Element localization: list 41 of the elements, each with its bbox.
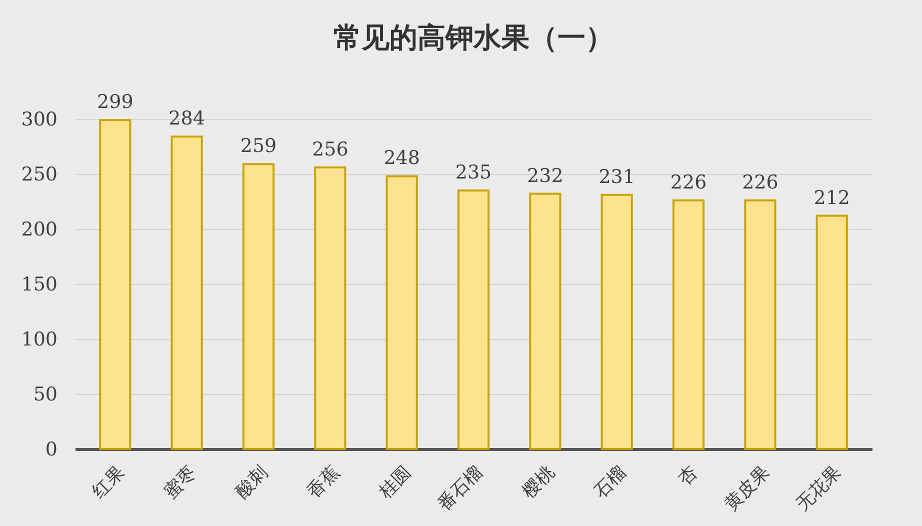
data-label: 212 <box>814 186 850 209</box>
x-tick-label: 无花果 <box>792 462 846 516</box>
bar <box>314 166 346 450</box>
data-label: 232 <box>527 164 564 187</box>
x-tick-label: 酸刺 <box>232 462 272 502</box>
bar <box>600 194 633 450</box>
bar <box>170 136 203 450</box>
x-tick-label: 香蕉 <box>303 462 344 502</box>
bar <box>744 199 776 450</box>
x-tick-label: 红果 <box>88 462 129 502</box>
x-tick-label: 黄皮果 <box>720 462 774 516</box>
y-tick-label: 50 <box>33 384 58 406</box>
y-tick-label: 0 <box>45 438 58 460</box>
bar <box>386 175 418 450</box>
data-label: 235 <box>455 162 492 184</box>
data-label: 226 <box>670 171 707 194</box>
x-tick-label: 蜜枣 <box>160 462 200 502</box>
x-tick-label: 石榴 <box>590 462 630 502</box>
y-tick-label: 150 <box>21 274 58 296</box>
y-tick-label: 100 <box>21 328 58 350</box>
data-label: 299 <box>97 91 134 114</box>
y-tick-label: 200 <box>21 218 58 240</box>
data-label: 256 <box>312 138 348 160</box>
x-tick-label: 樱桃 <box>518 462 559 502</box>
data-label: 259 <box>240 135 277 158</box>
x-tick-label: 杏 <box>674 462 702 490</box>
data-label: 226 <box>742 171 778 194</box>
y-tick-label: 250 <box>21 164 58 186</box>
bar <box>99 119 132 450</box>
bar <box>816 214 848 450</box>
bar <box>457 190 490 450</box>
chart-title: 常见的高钾水果（一） <box>334 21 614 54</box>
bar <box>672 199 705 450</box>
bar <box>242 163 275 450</box>
bar <box>529 192 562 450</box>
x-tick-label: 番石榴 <box>434 462 487 516</box>
data-label: 248 <box>384 147 420 170</box>
x-tick-label: 桂圆 <box>374 462 416 504</box>
y-tick-label: 300 <box>21 108 58 130</box>
data-label: 231 <box>598 166 635 188</box>
data-label: 284 <box>168 108 205 130</box>
